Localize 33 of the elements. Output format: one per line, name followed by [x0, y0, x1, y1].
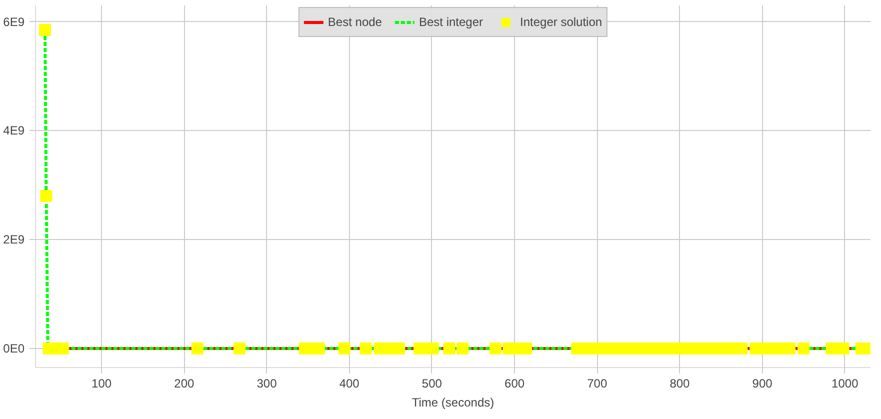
x-tick-label: 900 [752, 376, 773, 390]
point [520, 342, 532, 354]
x-tick-label: 100 [92, 376, 112, 390]
y-tick-label: 2E9 [3, 232, 25, 247]
y-tick-label: 6E9 [3, 14, 25, 29]
point [490, 342, 502, 354]
point [191, 342, 204, 354]
x-axis-title: Time (seconds) [412, 396, 494, 410]
x-tick-label: 700 [587, 376, 608, 390]
point [443, 342, 456, 354]
point [39, 24, 51, 36]
point [40, 190, 52, 202]
point [234, 342, 246, 354]
point [392, 342, 405, 354]
legend-label: Best integer [418, 15, 484, 29]
legend-label: Best node [328, 15, 382, 29]
x-tick-label: 600 [504, 376, 525, 390]
point [338, 342, 350, 354]
x-tick-label: 200 [174, 376, 194, 390]
y-tick-label: 0E0 [3, 341, 25, 356]
x-tick-label: 300 [256, 376, 278, 390]
x-tick-label: 400 [339, 376, 360, 390]
point [456, 342, 468, 354]
y-tick-label: 4E9 [3, 124, 25, 138]
point [360, 342, 372, 354]
point [798, 342, 810, 354]
legend-label: Integer solution [520, 15, 602, 29]
x-tick-label: 800 [670, 376, 690, 390]
point [784, 342, 796, 354]
x-tick-label: 500 [422, 376, 442, 390]
point [837, 342, 850, 354]
point [826, 342, 838, 354]
x-tick-label: 1000 [832, 376, 859, 390]
